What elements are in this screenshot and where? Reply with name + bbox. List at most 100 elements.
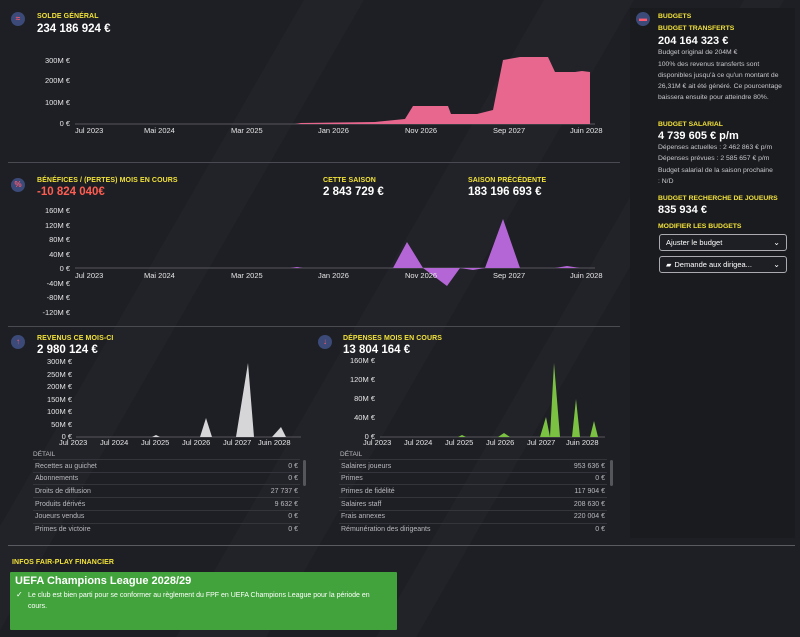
detail-row-value: 208 630 €: [573, 500, 605, 508]
budget-transferts-note: 100% des revenus transferts sont disponi…: [658, 61, 782, 101]
depenses-value: 13 804 164 €: [343, 344, 411, 356]
solde-area: [295, 57, 590, 124]
chevron-down-icon: ⌄: [773, 260, 780, 269]
detail-row-value: 220 004 €: [573, 513, 605, 521]
ajuster-budget-dropdown[interactable]: Ajuster le budget ⌄: [659, 234, 787, 251]
depenses-scrollbar[interactable]: [610, 460, 613, 486]
benefices-title: BÉNÉFICES / (PERTES) MOIS EN COURS: [37, 177, 178, 184]
ffp-status-box: UEFA Champions League 2028/29 ✓ Le club …: [10, 572, 397, 630]
benefices-ytick: 160M €: [44, 206, 70, 215]
revenus-xtick: Jul 2024: [100, 438, 129, 447]
detail-row-value: 0 €: [288, 526, 298, 533]
detail-row-label: Frais annexes: [341, 513, 385, 521]
detail-row-value: 117 904 €: [574, 487, 605, 495]
detail-row-label: Primes: [341, 475, 363, 483]
cette-saison-value: 2 843 729 €: [323, 186, 384, 198]
solde-xtick: Juin 2028: [570, 126, 603, 135]
detail-row-value: 27 737 €: [270, 487, 298, 495]
budget-salarial-prochaine: Budget salarial de la saison prochaine :…: [658, 167, 773, 185]
detail-row-label: Salaires staff: [341, 500, 382, 508]
modifier-budgets-title: MODIFIER LES BUDGETS: [658, 223, 742, 230]
chevron-down-icon: ⌄: [773, 238, 780, 247]
expense-arrow-down-icon: ↓: [318, 335, 332, 349]
revenus-scrollbar[interactable]: [303, 460, 306, 486]
detail-row: Primes 0 €: [339, 471, 607, 485]
benefices-ytick: 120M €: [44, 221, 70, 230]
demande-dirigeants-label: Demande aux dirigea...: [674, 260, 752, 269]
depenses-ytick: 120M €: [349, 375, 375, 384]
demande-dirigeants-dropdown[interactable]: ▰ Demande aux dirigea... ⌄: [659, 256, 787, 273]
revenus-xtick: Jul 2025: [141, 438, 170, 447]
depenses-ytick: 40M €: [354, 413, 375, 422]
depenses-detail-header: DÉTAIL: [340, 451, 363, 458]
detail-row-label: Primes de victoire: [35, 526, 91, 533]
depenses-xtick: Jul 2026: [486, 438, 515, 447]
budget-salarial-actuelles: Dépenses actuelles : 2 462 863 € p/m: [658, 144, 773, 151]
ffp-message: Le club est bien parti pour se conformer…: [28, 592, 370, 610]
balance-icon: ≈: [11, 12, 25, 26]
wallet-icon: ▬: [636, 12, 650, 26]
detail-row: Produits dérivés 9 632 €: [33, 497, 300, 510]
revenus-detail-header: DÉTAIL: [33, 451, 56, 458]
revenus-xtick: Juin 2028: [258, 438, 291, 447]
solde-xtick: Mar 2025: [231, 126, 263, 135]
revenus-xtick: Jul 2026: [182, 438, 211, 447]
profit-loss-icon: %: [11, 178, 25, 192]
detail-row: Rémunération des dirigeants 0 €: [339, 522, 607, 536]
benefices-area: [290, 219, 590, 286]
divider: [8, 326, 620, 327]
income-arrow-up-icon: ↑: [11, 335, 25, 349]
revenus-ytick: 200M €: [46, 382, 72, 391]
detail-row: Droits de diffusion 27 737 €: [33, 484, 300, 497]
solde-xtick: Jul 2023: [75, 126, 104, 135]
cette-saison-label: CETTE SAISON: [323, 177, 376, 184]
detail-row-value: 0 €: [288, 462, 298, 470]
detail-row: Frais annexes 220 004 €: [339, 509, 607, 523]
detail-row: Primes de victoire 0 €: [33, 522, 300, 536]
depenses-title: DÉPENSES MOIS EN COURS: [343, 335, 443, 342]
revenus-chart: [76, 363, 301, 438]
solde-xtick: Sep 2027: [493, 126, 526, 135]
benefices-value: -10 824 040€: [37, 186, 105, 198]
benefices-chart: [75, 219, 595, 286]
saison-precedente-value: 183 196 693 €: [468, 186, 542, 198]
detail-row-label: Produits dérivés: [35, 500, 86, 508]
benefices-xtick: Mai 2024: [144, 271, 175, 280]
benefices-ytick: 40M €: [49, 250, 70, 259]
depenses-xtick: Jul 2024: [404, 438, 433, 447]
solde-title: SOLDE GÉNÉRAL: [37, 13, 99, 20]
budget-recherche-value: 835 934 €: [658, 204, 707, 216]
detail-row-value: 0 €: [595, 526, 605, 533]
depenses-xtick: Jul 2027: [527, 438, 556, 447]
solde-value: 234 186 924 €: [37, 23, 111, 35]
revenus-xtick: Jul 2023: [59, 438, 88, 447]
detail-row-label: Joueurs vendus: [35, 513, 85, 521]
solde-xtick: Mai 2024: [144, 126, 175, 135]
budget-transferts-title: BUDGET TRANSFERTS: [658, 25, 735, 32]
solde-ytick: 300M €: [44, 56, 70, 65]
detail-row: Joueurs vendus 0 €: [33, 509, 300, 523]
revenus-ytick: 250M €: [46, 370, 72, 379]
budget-recherche-title: BUDGET RECHERCHE DE JOUEURS: [658, 195, 778, 202]
ajuster-budget-label: Ajuster le budget: [666, 238, 723, 247]
detail-row-value: 953 636 €: [573, 462, 605, 470]
revenus-ytick: 300M €: [46, 357, 72, 366]
detail-row-value: 0 €: [595, 475, 605, 483]
revenus-xtick: Jul 2027: [223, 438, 252, 447]
revenus-area: [152, 363, 286, 437]
detail-row-label: Abonnements: [35, 475, 79, 483]
benefices-xtick: Mar 2025: [231, 271, 263, 280]
benefices-xtick: Jul 2023: [75, 271, 104, 280]
ffp-section-title: INFOS FAIR-PLAY FINANCIER: [12, 559, 115, 566]
detail-row-label: Salaires joueurs: [341, 462, 392, 470]
detail-row-label: Rémunération des dirigeants: [341, 526, 431, 533]
solde-xtick: Jan 2026: [318, 126, 349, 135]
benefices-ytick: -120M €: [42, 308, 70, 317]
saison-precedente-label: SAISON PRÉCÉDENTE: [468, 177, 547, 184]
revenus-ytick: 100M €: [46, 407, 72, 416]
benefices-xtick: Nov 2026: [405, 271, 438, 280]
benefices-xtick: Juin 2028: [570, 271, 603, 280]
detail-row: Abonnements 0 €: [33, 471, 300, 485]
benefices-xtick: Sep 2027: [493, 271, 526, 280]
budget-salarial-prevues: Dépenses prévues : 2 585 657 € p/m: [658, 155, 770, 162]
